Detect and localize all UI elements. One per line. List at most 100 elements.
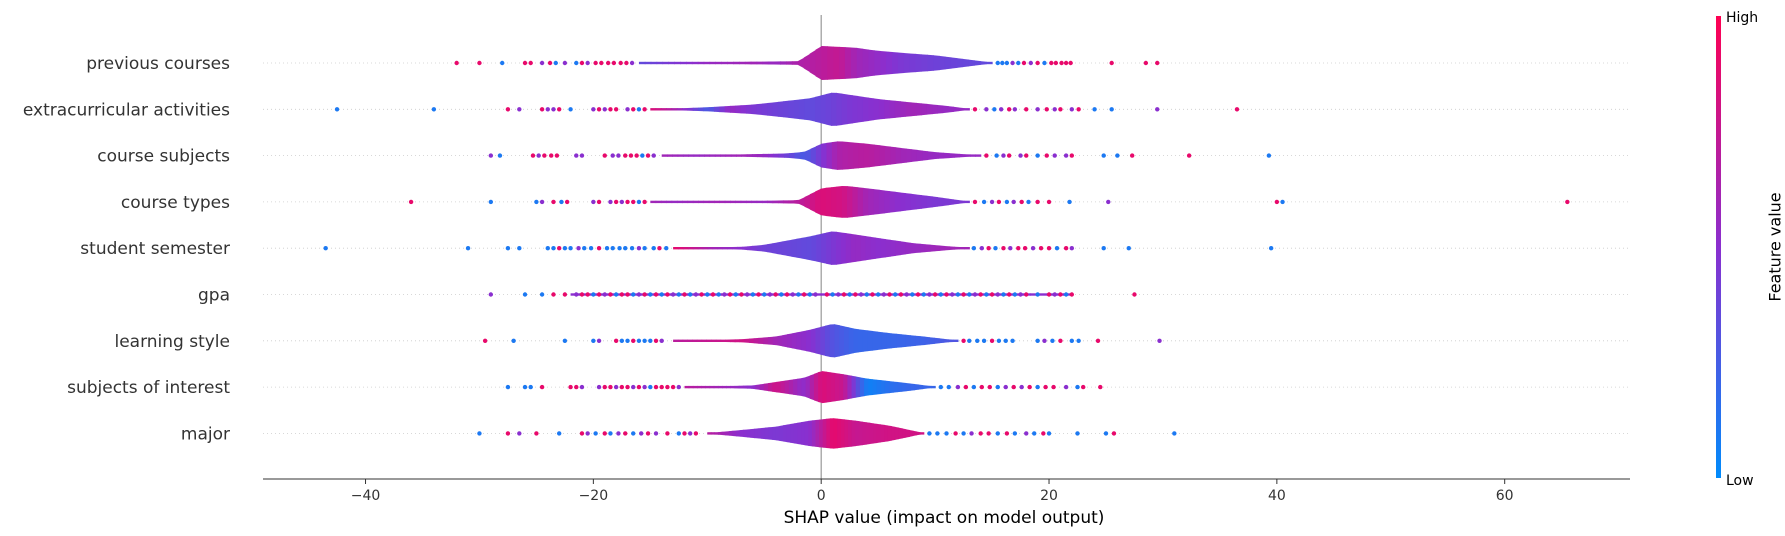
violin-band bbox=[858, 421, 863, 446]
violin-band bbox=[787, 333, 793, 349]
shap-point bbox=[636, 199, 642, 205]
violin-band bbox=[677, 154, 684, 157]
shap-point bbox=[408, 199, 414, 205]
violin-band bbox=[927, 54, 934, 72]
violin-band bbox=[780, 380, 786, 394]
shap-point bbox=[1019, 199, 1024, 205]
violin-band bbox=[905, 382, 911, 392]
shap-point bbox=[1046, 246, 1052, 251]
shap-point bbox=[665, 292, 670, 297]
violin-band bbox=[959, 247, 965, 250]
shap-point bbox=[676, 292, 681, 297]
shap-point bbox=[545, 107, 550, 112]
violin-band bbox=[715, 61, 722, 65]
shap-point bbox=[579, 60, 585, 66]
violin-band bbox=[862, 96, 869, 122]
violin-band bbox=[837, 418, 842, 449]
violin-band bbox=[959, 153, 966, 158]
shap-point bbox=[568, 384, 573, 390]
shap-point bbox=[995, 431, 1000, 436]
violin-band bbox=[858, 142, 865, 169]
violin-band bbox=[820, 187, 827, 217]
shap-point bbox=[1030, 246, 1036, 251]
shap-point bbox=[619, 199, 625, 205]
shap-point bbox=[539, 292, 545, 297]
shap-point bbox=[610, 153, 615, 158]
shap-point bbox=[596, 338, 602, 343]
shap-point bbox=[631, 338, 636, 343]
violin-band bbox=[815, 95, 822, 124]
violin-band bbox=[698, 200, 705, 204]
shap-point bbox=[853, 292, 858, 297]
shap-point bbox=[642, 338, 647, 343]
violin-band bbox=[833, 46, 840, 80]
violin-band bbox=[857, 96, 864, 123]
violin-band bbox=[801, 330, 807, 352]
shap-point bbox=[534, 431, 539, 436]
shap-point bbox=[1046, 292, 1052, 297]
shap-point bbox=[547, 60, 553, 66]
shap-point bbox=[813, 292, 818, 297]
shap-point bbox=[619, 338, 625, 343]
violin-band bbox=[791, 332, 798, 350]
shap-point bbox=[1028, 60, 1033, 66]
shap-point bbox=[1069, 246, 1075, 251]
shap-point bbox=[528, 384, 533, 390]
shap-point bbox=[756, 292, 761, 297]
violin-band bbox=[932, 104, 938, 115]
shap-point bbox=[687, 431, 693, 436]
violin-band bbox=[801, 377, 807, 398]
shap-point bbox=[542, 153, 547, 158]
shap-point bbox=[670, 384, 676, 390]
violin-band bbox=[734, 339, 741, 343]
violin-band bbox=[730, 105, 736, 114]
violin-band bbox=[868, 188, 875, 216]
shap-point bbox=[522, 384, 528, 390]
shap-point bbox=[893, 292, 898, 297]
shap-point bbox=[665, 431, 670, 436]
shap-point bbox=[623, 153, 628, 158]
violin-band bbox=[876, 379, 882, 395]
violin-band bbox=[816, 233, 822, 263]
shap-point bbox=[744, 292, 750, 297]
shap-point bbox=[1021, 60, 1027, 66]
shap-point bbox=[579, 292, 585, 297]
violin-band bbox=[963, 200, 970, 204]
shap-point bbox=[616, 153, 621, 158]
violin-band bbox=[876, 423, 882, 443]
shap-point bbox=[599, 60, 604, 66]
violin-band bbox=[926, 195, 933, 209]
shap-point bbox=[642, 199, 647, 205]
violin-band bbox=[730, 339, 736, 343]
shap-point bbox=[1069, 153, 1075, 158]
shap-point bbox=[1095, 338, 1101, 343]
violin-band bbox=[686, 61, 693, 65]
feature-label: learning style bbox=[114, 332, 230, 352]
violin-band bbox=[863, 143, 870, 168]
violin-band bbox=[799, 98, 806, 120]
violin-band bbox=[889, 381, 894, 394]
shap-point bbox=[562, 338, 568, 343]
violin-band bbox=[736, 430, 741, 437]
violin-band bbox=[929, 337, 935, 345]
shap-point bbox=[613, 338, 619, 343]
violin-band bbox=[944, 245, 951, 251]
violin-band bbox=[790, 423, 795, 444]
shap-point bbox=[981, 338, 987, 343]
violin-band bbox=[922, 150, 929, 161]
violin-band bbox=[886, 51, 893, 75]
violin-band bbox=[751, 200, 758, 204]
shap-point bbox=[1155, 107, 1160, 112]
violin-band bbox=[650, 108, 657, 111]
shap-point bbox=[522, 60, 528, 66]
shap-point bbox=[545, 246, 550, 251]
violin-band bbox=[853, 142, 860, 169]
violin-band bbox=[725, 431, 730, 436]
shap-point bbox=[431, 107, 437, 112]
violin-band bbox=[809, 191, 816, 213]
shap-point bbox=[645, 153, 651, 158]
shap-point bbox=[657, 246, 662, 251]
violin-band bbox=[752, 245, 758, 251]
shap-point bbox=[989, 338, 995, 343]
shap-point bbox=[617, 246, 622, 251]
